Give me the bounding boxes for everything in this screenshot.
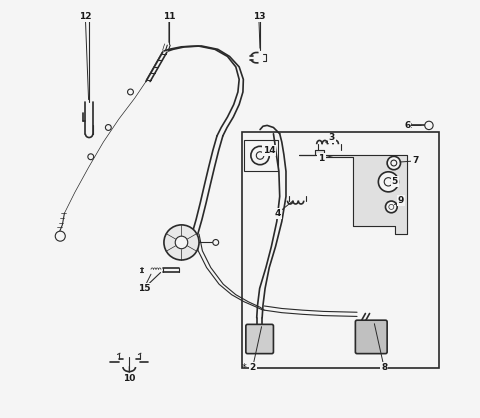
Circle shape [378, 172, 398, 192]
Circle shape [88, 154, 94, 160]
Text: 7: 7 [412, 156, 419, 166]
Circle shape [251, 146, 269, 165]
Circle shape [164, 225, 199, 260]
Circle shape [256, 152, 264, 159]
Text: 5: 5 [392, 177, 398, 186]
Circle shape [391, 160, 397, 166]
Circle shape [385, 201, 397, 213]
Text: 12: 12 [79, 12, 92, 21]
Text: 9: 9 [398, 196, 404, 205]
Text: 4: 4 [275, 209, 281, 218]
FancyBboxPatch shape [246, 324, 274, 354]
Text: 10: 10 [123, 374, 135, 383]
Polygon shape [299, 150, 407, 234]
Circle shape [213, 240, 219, 245]
Text: 15: 15 [138, 284, 150, 293]
Text: 6: 6 [404, 121, 410, 130]
Text: 3: 3 [329, 133, 335, 143]
Circle shape [55, 231, 65, 241]
Bar [242, 132, 439, 368]
Text: 14: 14 [263, 146, 276, 155]
Circle shape [389, 204, 394, 209]
Bar [244, 140, 277, 171]
Circle shape [387, 156, 400, 170]
Text: 2: 2 [250, 363, 256, 372]
Circle shape [175, 236, 188, 249]
Text: 13: 13 [252, 12, 265, 21]
FancyBboxPatch shape [355, 320, 387, 354]
Circle shape [106, 125, 111, 130]
Text: 1: 1 [318, 154, 324, 163]
Circle shape [128, 89, 133, 95]
Text: 11: 11 [163, 12, 175, 21]
Text: *: * [242, 363, 247, 373]
Circle shape [384, 178, 393, 186]
Circle shape [425, 121, 433, 130]
Text: 8: 8 [381, 363, 387, 372]
